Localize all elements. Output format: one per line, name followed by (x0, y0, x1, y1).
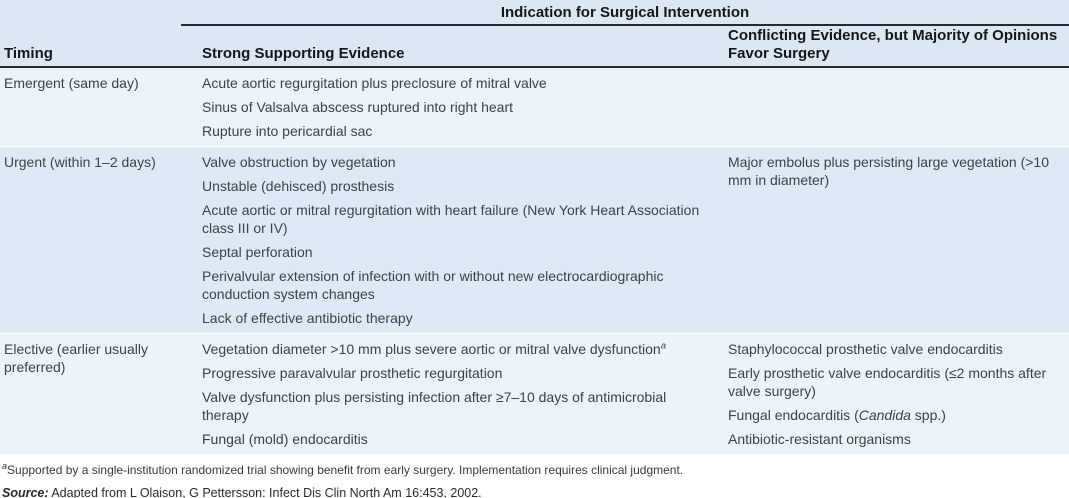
evidence-item: Perivalvular extension of infection with… (202, 268, 664, 302)
column-header-row: Timing Strong Supporting Evidence Confli… (0, 26, 1069, 68)
strong-evidence-cell: Vegetation diameter >10 mm plus severe a… (181, 334, 720, 454)
evidence-list: Major embolus plus persisting large vege… (728, 147, 1061, 195)
evidence-item: Unstable (dehisced) prosthesis (202, 178, 395, 194)
table-footnotes: aSupported by a single-institution rando… (0, 455, 1069, 498)
evidence-list: Staphylococcal prosthetic valve endocard… (728, 334, 1061, 454)
column-header-timing: Timing (4, 45, 53, 62)
evidence-item: Vegetation diameter >10 mm plus severe a… (202, 340, 667, 357)
evidence-item: Staphylococcal prosthetic valve endocard… (728, 341, 1003, 357)
evidence-item: Lack of effective antibiotic therapy (202, 310, 413, 326)
column-header-conflicting-evidence: Conflicting Evidence, but Majority of Op… (728, 27, 1058, 62)
evidence-list (728, 68, 1061, 74)
source-text: Adapted from L Olaison, G Pettersson: In… (51, 486, 482, 498)
evidence-list: Acute aortic regurgitation plus preclosu… (202, 68, 712, 146)
spanner-heading: Indication for Surgical Intervention (181, 0, 1069, 26)
evidence-item: Early prosthetic valve endocarditis (≤2 … (728, 365, 1047, 399)
source-note: Source: Adapted from L Olaison, G Petter… (2, 485, 1065, 498)
table-body: Emergent (same day) Acute aortic regurgit… (0, 68, 1069, 455)
table-row: Emergent (same day) Acute aortic regurgit… (0, 68, 1069, 147)
table-row: Elective (earlier usually preferred) Vege… (0, 334, 1069, 455)
evidence-list: Vegetation diameter >10 mm plus severe a… (202, 334, 712, 454)
column-header-strong-evidence: Strong Supporting Evidence (202, 45, 405, 62)
table-header: Indication for Surgical Intervention Tim… (0, 0, 1069, 68)
evidence-item: Sinus of Valsalva abscess ruptured into … (202, 99, 514, 115)
evidence-item: Septal perforation (202, 244, 313, 260)
evidence-list: Valve obstruction by vegetation Unstable … (202, 147, 712, 333)
evidence-item: Major embolus plus persisting large vege… (728, 154, 1050, 188)
conflicting-evidence-cell: Major embolus plus persisting large vege… (720, 147, 1069, 333)
strong-evidence-cell: Valve obstruction by vegetation Unstable … (181, 147, 720, 333)
footnote-a: aSupported by a single-institution rando… (2, 461, 684, 478)
timing-cell: Emergent (same day) (4, 75, 139, 91)
spanner-title: Indication for Surgical Intervention (500, 4, 750, 21)
evidence-item: Valve obstruction by vegetation (202, 154, 396, 170)
spanner-row: Indication for Surgical Intervention (0, 0, 1069, 26)
conflicting-evidence-cell: Staphylococcal prosthetic valve endocard… (720, 334, 1069, 454)
table-row: Urgent (within 1–2 days) Valve obstructio… (0, 147, 1069, 334)
evidence-item: Progressive paravalvular prosthetic regu… (202, 365, 503, 381)
evidence-item: Acute aortic regurgitation plus preclosu… (202, 75, 547, 91)
source-label: Source: (2, 486, 49, 498)
timing-cell: Elective (earlier usually preferred) (4, 341, 148, 375)
spanner-spacer (0, 0, 181, 26)
evidence-item: Fungal (mold) endocarditis (202, 431, 368, 447)
evidence-item: Valve dysfunction plus persisting infect… (202, 389, 667, 423)
timing-cell: Urgent (within 1–2 days) (4, 154, 156, 170)
conflicting-evidence-cell (720, 68, 1069, 146)
strong-evidence-cell: Acute aortic regurgitation plus preclosu… (181, 68, 720, 146)
evidence-item: Acute aortic or mitral regurgitation wit… (202, 202, 700, 236)
evidence-item: Fungal endocarditis (Candida spp.) (728, 407, 946, 423)
evidence-item: Antibiotic-resistant organisms (728, 431, 911, 447)
evidence-item: Rupture into pericardial sac (202, 123, 373, 139)
